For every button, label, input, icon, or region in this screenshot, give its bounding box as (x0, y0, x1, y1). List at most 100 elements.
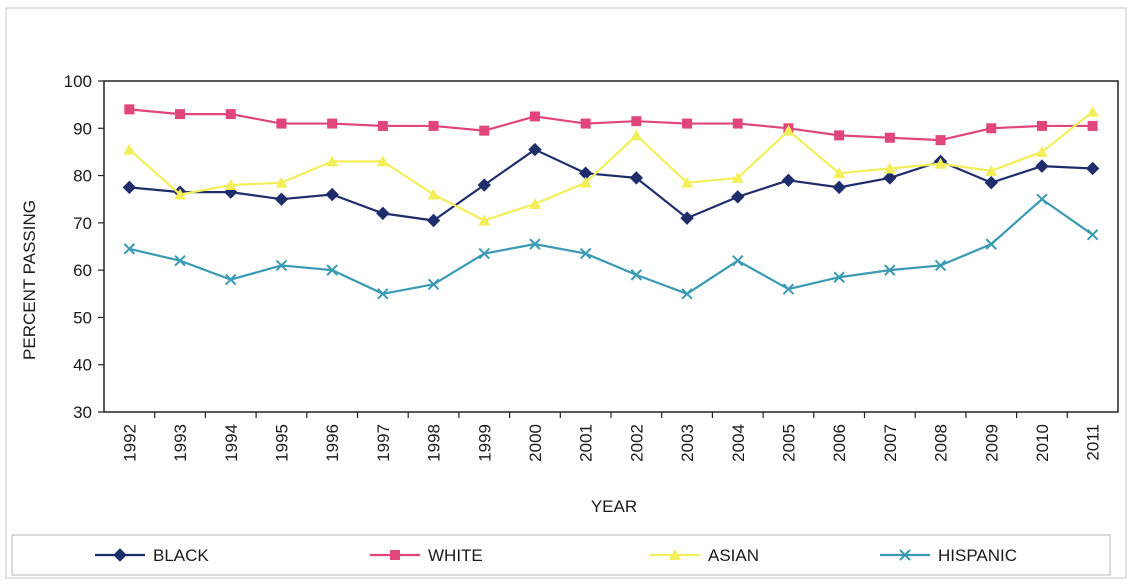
legend-label: HISPANIC (938, 546, 1017, 565)
x-tick-label: 2002 (627, 424, 646, 462)
legend: BLACK WHITE ASIAN HISPANIC (95, 546, 1017, 565)
black-data-point (984, 175, 998, 190)
black-data-point (1085, 161, 1100, 176)
white-data-point (377, 120, 388, 131)
x-tick-label: 2003 (678, 424, 697, 462)
hispanic-data-point (174, 254, 186, 267)
asian-series-line (128, 110, 1094, 222)
series-white (124, 104, 1098, 146)
y-tick-label: 50 (73, 308, 92, 327)
legend-marker (899, 549, 911, 561)
white-data-point (682, 118, 693, 129)
y-axis: 30 40 50 60 70 80 90 100 (64, 72, 104, 422)
white-data-point (1036, 120, 1047, 131)
x-tick-label: 2006 (830, 424, 849, 462)
x-tick-label: 2008 (932, 424, 951, 462)
white-data-point (327, 118, 338, 129)
x-tick-label: 2007 (881, 424, 900, 462)
hispanic-data-point (884, 264, 896, 276)
legend-label: WHITE (428, 546, 483, 565)
black-data-point (731, 190, 745, 204)
y-tick-label: 60 (73, 261, 92, 280)
white-series-line (129, 108, 1093, 142)
x-tick-label: 2011 (1084, 424, 1103, 461)
y-axis-label: PERCENT PASSING (20, 200, 39, 360)
asian-data-point (883, 162, 896, 174)
hispanic-data-point (985, 238, 997, 250)
asian-data-point (630, 129, 643, 141)
hispanic-data-point (833, 271, 845, 283)
asian-data-point (579, 176, 592, 188)
asian-data-point (833, 167, 846, 179)
x-tick-label: 2005 (779, 424, 798, 462)
asian-data-point (275, 176, 288, 188)
asian-data-point (478, 214, 491, 226)
white-data-point (479, 125, 490, 136)
black-data-point (376, 206, 390, 221)
series-asian (123, 105, 1099, 226)
y-tick-label: 90 (73, 119, 92, 138)
hispanic-data-point (782, 283, 795, 295)
black-data-point (274, 192, 289, 206)
x-tick-label: 1999 (475, 424, 494, 462)
hispanic-data-point (1036, 193, 1048, 205)
hispanic-data-point (427, 278, 440, 291)
x-tick-label: 1996 (323, 424, 342, 462)
x-tick-label: 1995 (272, 424, 291, 462)
hispanic-data-point (225, 273, 237, 286)
x-tick-label: 1998 (425, 424, 444, 462)
hispanic-data-point (579, 247, 592, 260)
black-data-point (883, 171, 897, 185)
white-data-point (884, 132, 895, 143)
legend-label: BLACK (153, 546, 209, 565)
black-data-point (1035, 159, 1049, 173)
asian-data-point (528, 197, 541, 209)
x-tick-label: 1992 (120, 424, 139, 462)
x-tick-label: 1994 (222, 424, 241, 462)
x-tick-label: 2000 (526, 424, 545, 462)
legend-item-white: WHITE (370, 546, 483, 565)
hispanic-data-point (377, 288, 389, 300)
asian-data-point (1035, 145, 1048, 157)
black-data-point (426, 213, 441, 228)
white-data-point (834, 130, 845, 141)
black-data-point (781, 173, 796, 188)
legend-label: ASIAN (708, 546, 759, 565)
white-data-point (631, 116, 642, 127)
hispanic-data-point (529, 238, 541, 250)
hispanic-data-point (478, 247, 490, 260)
legend-marker (113, 548, 127, 562)
white-data-point (276, 118, 287, 129)
legend-marker (390, 550, 400, 560)
x-tick-label: 2010 (1033, 424, 1052, 462)
hispanic-data-point (1086, 228, 1099, 241)
x-axis-label: YEAR (591, 497, 637, 516)
x-tick-label: 1997 (374, 424, 393, 462)
white-data-point (428, 120, 439, 131)
x-axis: 1992 1993 1994 1995 1996 1997 1998 1999 2000 2001… (120, 412, 1103, 462)
asian-data-point (1086, 105, 1099, 117)
black-data-point (629, 171, 644, 185)
hispanic-data-point (934, 259, 947, 272)
white-data-point (986, 123, 997, 134)
black-data-point (122, 180, 137, 195)
white-data-point (580, 118, 591, 129)
asian-data-point (681, 176, 694, 188)
x-tick-label: 2001 (577, 424, 596, 462)
black-data-point (832, 180, 846, 195)
y-tick-label: 30 (73, 403, 92, 422)
x-tick-label: 2009 (982, 424, 1001, 462)
white-data-point (732, 118, 743, 129)
asian-data-point (782, 124, 795, 136)
legend-item-black: BLACK (95, 546, 209, 565)
black-data-point (325, 187, 339, 202)
black-data-point (477, 178, 491, 192)
y-tick-label: 100 (64, 72, 92, 91)
black-data-point (528, 142, 542, 157)
hispanic-data-point (732, 254, 744, 267)
white-data-point (175, 109, 186, 120)
white-data-point (124, 104, 135, 115)
asian-data-point (224, 179, 237, 191)
hispanic-data-point (326, 264, 338, 276)
